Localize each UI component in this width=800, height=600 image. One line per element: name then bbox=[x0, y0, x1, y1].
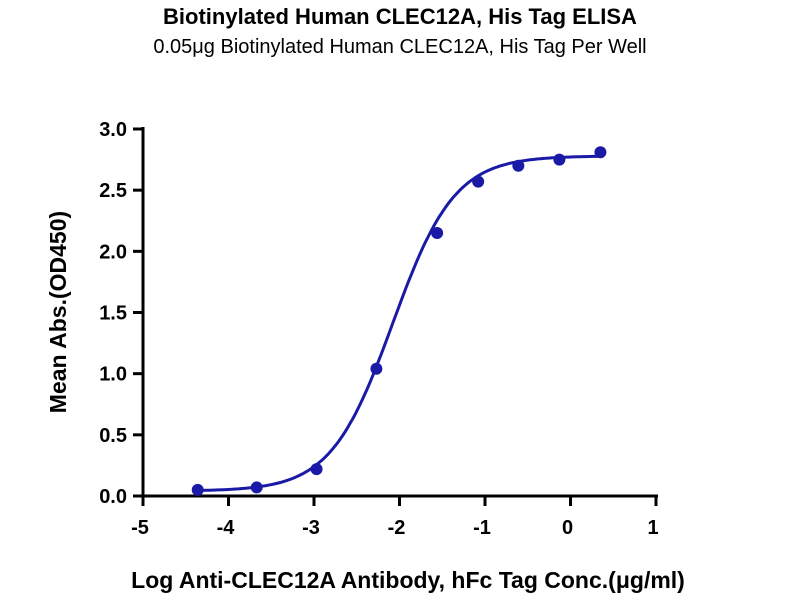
chart-title: Biotinylated Human CLEC12A, His Tag ELIS… bbox=[163, 4, 637, 29]
y-tick-label: 2.0 bbox=[99, 241, 127, 263]
chart-subtitle: 0.05μg Biotinylated Human CLEC12A, His T… bbox=[153, 36, 647, 58]
x-tick-label: -4 bbox=[217, 517, 236, 539]
x-tick-label: -3 bbox=[302, 517, 320, 539]
data-point bbox=[472, 175, 485, 188]
y-tick-label: 1.5 bbox=[99, 303, 127, 325]
y-tick-label: 2.5 bbox=[99, 180, 127, 202]
x-axis-label: Log Anti-CLEC12A Antibody, hFc Tag Conc.… bbox=[131, 567, 685, 593]
data-point bbox=[512, 159, 525, 172]
fit-curve bbox=[197, 154, 601, 492]
x-tick-label: 0 bbox=[562, 517, 573, 539]
data-point bbox=[191, 483, 204, 496]
data-point bbox=[370, 362, 383, 375]
data-point bbox=[594, 146, 607, 159]
data-point bbox=[553, 153, 566, 166]
y-tick-label: 0.5 bbox=[99, 425, 127, 447]
x-tick-label: -2 bbox=[388, 517, 406, 539]
y-axis-label: Mean Abs.(OD450) bbox=[45, 211, 71, 413]
y-tick-label: 1.0 bbox=[99, 364, 127, 386]
data-point bbox=[431, 226, 444, 239]
y-tick-label: 3.0 bbox=[99, 119, 127, 141]
x-tick-label: -1 bbox=[473, 517, 491, 539]
y-tick-label: 0.0 bbox=[99, 486, 127, 508]
x-tick-label: -5 bbox=[131, 517, 149, 539]
data-point bbox=[310, 463, 323, 476]
data-point bbox=[250, 481, 263, 494]
x-tick-label: 1 bbox=[647, 517, 658, 539]
